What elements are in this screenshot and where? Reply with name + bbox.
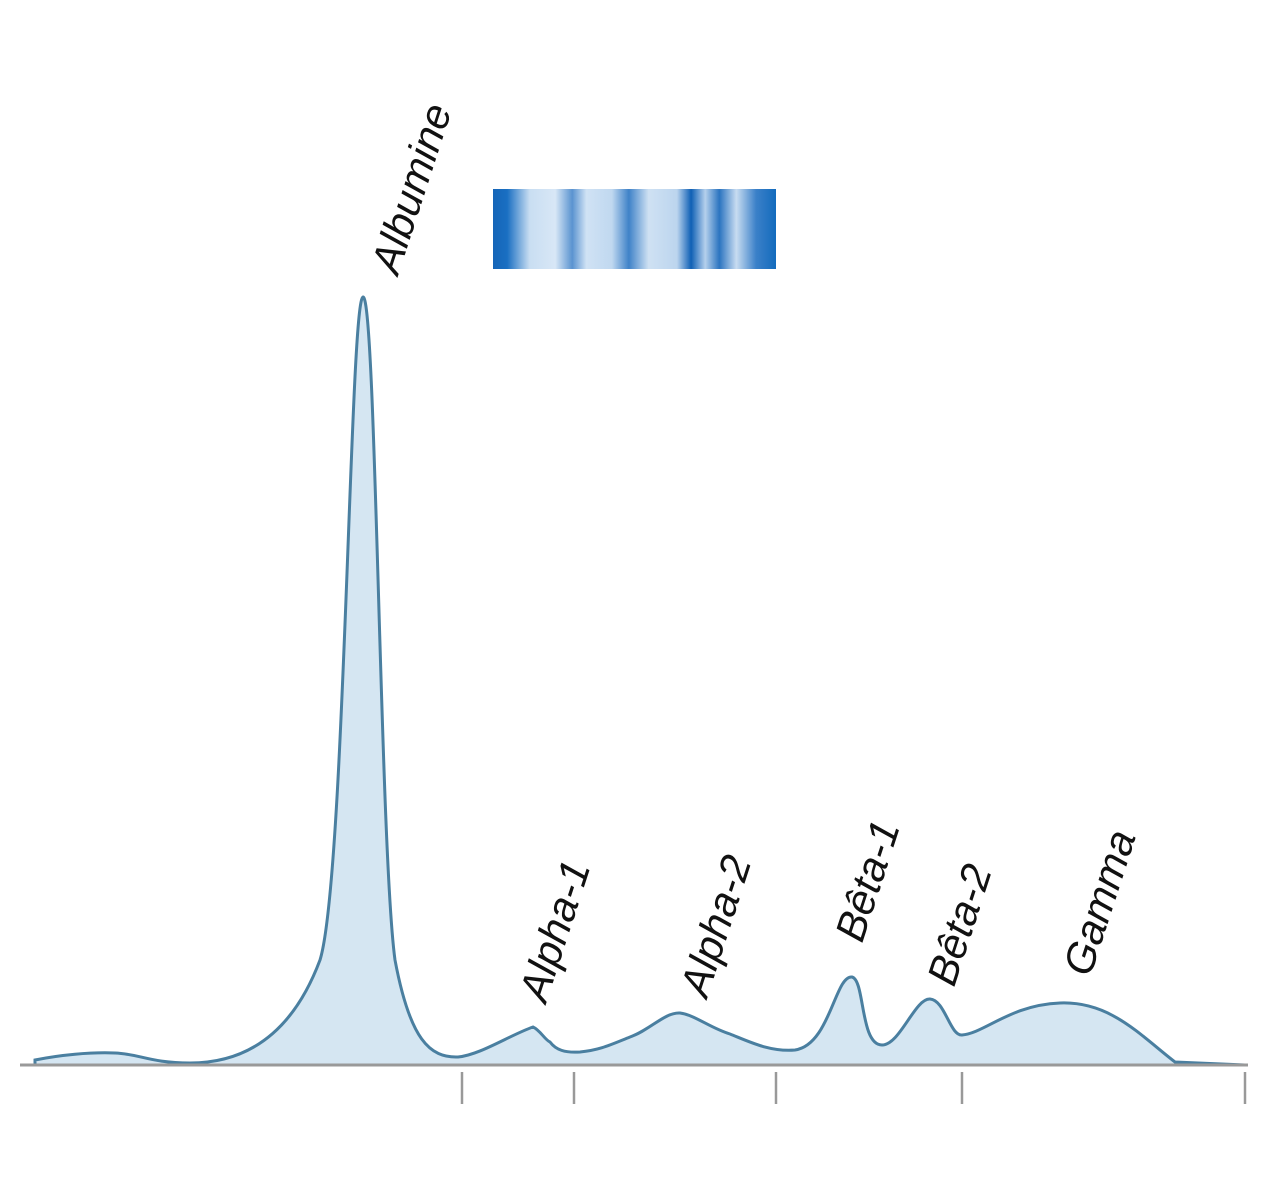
peak-label: Alpha-2 xyxy=(670,850,760,1005)
peak-label: Albumine xyxy=(361,98,461,282)
peak-label: Alpha-1 xyxy=(509,855,599,1010)
gel-strip xyxy=(493,189,776,269)
peak-label: Bêta-1 xyxy=(826,815,909,947)
density-curve xyxy=(33,295,1246,1067)
peak-label: Gamma xyxy=(1054,824,1145,981)
peak-label: Bêta-2 xyxy=(918,859,1001,991)
